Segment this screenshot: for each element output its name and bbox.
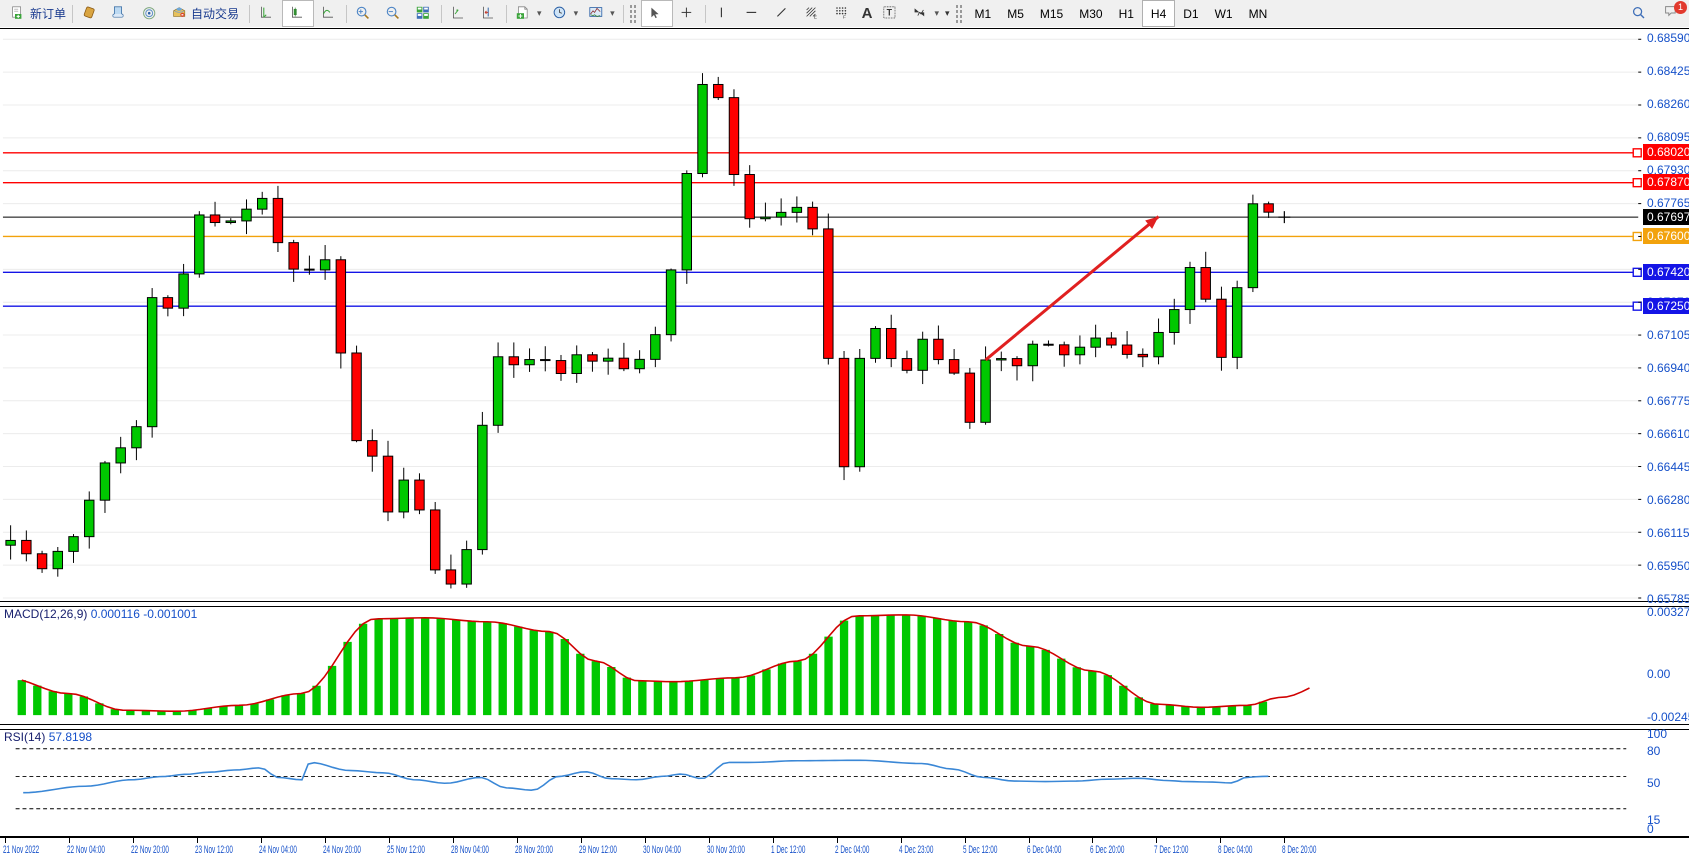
svg-text:E: E [813, 14, 816, 20]
svg-text:F: F [843, 14, 846, 20]
svg-text:T: T [887, 7, 893, 17]
